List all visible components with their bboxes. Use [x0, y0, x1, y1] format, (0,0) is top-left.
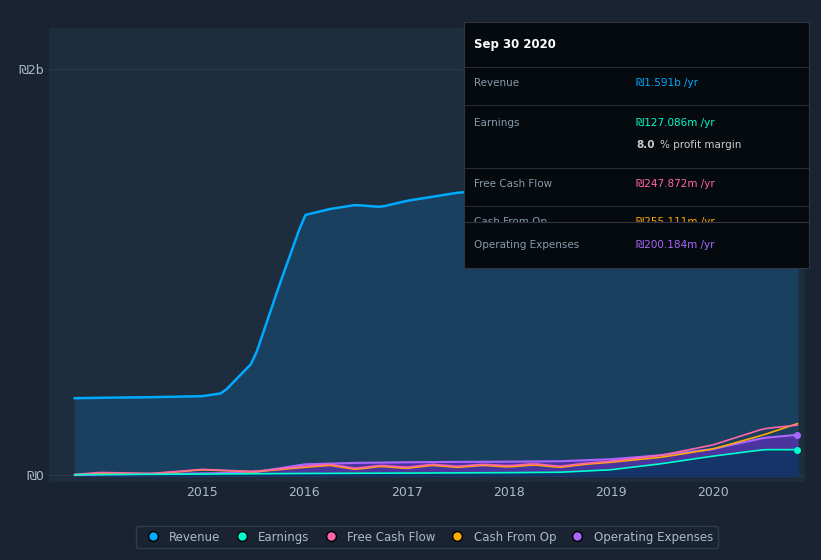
Text: Sep 30 2020: Sep 30 2020: [475, 38, 556, 51]
Text: ₪255.111m /yr: ₪255.111m /yr: [636, 217, 715, 227]
Text: ₪247.872m /yr: ₪247.872m /yr: [636, 179, 715, 189]
Text: Revenue: Revenue: [475, 78, 520, 88]
Legend: Revenue, Earnings, Free Cash Flow, Cash From Op, Operating Expenses: Revenue, Earnings, Free Cash Flow, Cash …: [136, 526, 718, 548]
Text: ₪200.184m /yr: ₪200.184m /yr: [636, 240, 715, 250]
Text: Earnings: Earnings: [475, 118, 520, 128]
Text: Cash From Op: Cash From Op: [475, 217, 548, 227]
Text: Operating Expenses: Operating Expenses: [475, 240, 580, 250]
Text: 8.0: 8.0: [636, 141, 655, 151]
Text: ₪127.086m /yr: ₪127.086m /yr: [636, 118, 715, 128]
Text: % profit margin: % profit margin: [660, 141, 742, 151]
Text: ₪1.591b /yr: ₪1.591b /yr: [636, 78, 699, 88]
Text: Free Cash Flow: Free Cash Flow: [475, 179, 553, 189]
